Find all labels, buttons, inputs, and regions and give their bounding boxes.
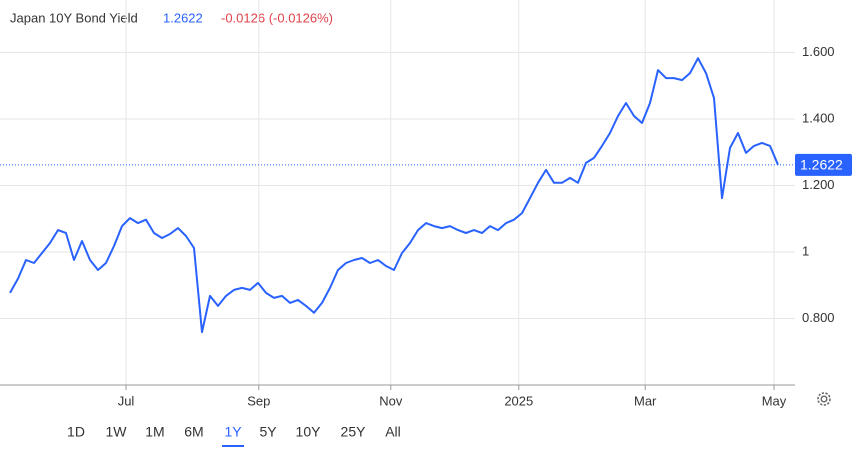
- y-tick-label: 1.400: [802, 110, 835, 125]
- y-tick-label: 0.800: [802, 310, 835, 325]
- y-tick-label: 1.200: [802, 177, 835, 192]
- range-button[interactable]: 25Y: [341, 424, 367, 440]
- y-tick-label: 1: [802, 243, 809, 258]
- range-button[interactable]: 1M: [145, 424, 164, 440]
- chart-title: Japan 10Y Bond Yield: [10, 10, 138, 25]
- x-tick-label: Jul: [118, 393, 135, 408]
- settings-icon[interactable]: [817, 392, 831, 406]
- range-button[interactable]: 1W: [106, 424, 128, 440]
- x-tick-label: Nov: [379, 393, 403, 408]
- range-button[interactable]: 1D: [67, 424, 85, 440]
- range-button[interactable]: 6M: [184, 424, 203, 440]
- price-change: -0.0126 (-0.0126%): [221, 10, 333, 25]
- range-button[interactable]: 1Y: [224, 424, 242, 440]
- x-tick-label: 2025: [504, 393, 533, 408]
- range-button[interactable]: All: [385, 424, 401, 440]
- x-tick-label: Mar: [634, 393, 657, 408]
- price-tag-label: 1.2622: [800, 157, 843, 173]
- price: 1.2622: [163, 10, 203, 25]
- price-tag: [795, 153, 852, 176]
- range-button[interactable]: 10Y: [296, 424, 322, 440]
- y-tick-label: 1.600: [802, 44, 835, 59]
- x-tick-label: Sep: [247, 393, 270, 408]
- range-button[interactable]: 5Y: [259, 424, 277, 440]
- series-line: [9, 57, 779, 334]
- x-tick-label: May: [762, 393, 787, 408]
